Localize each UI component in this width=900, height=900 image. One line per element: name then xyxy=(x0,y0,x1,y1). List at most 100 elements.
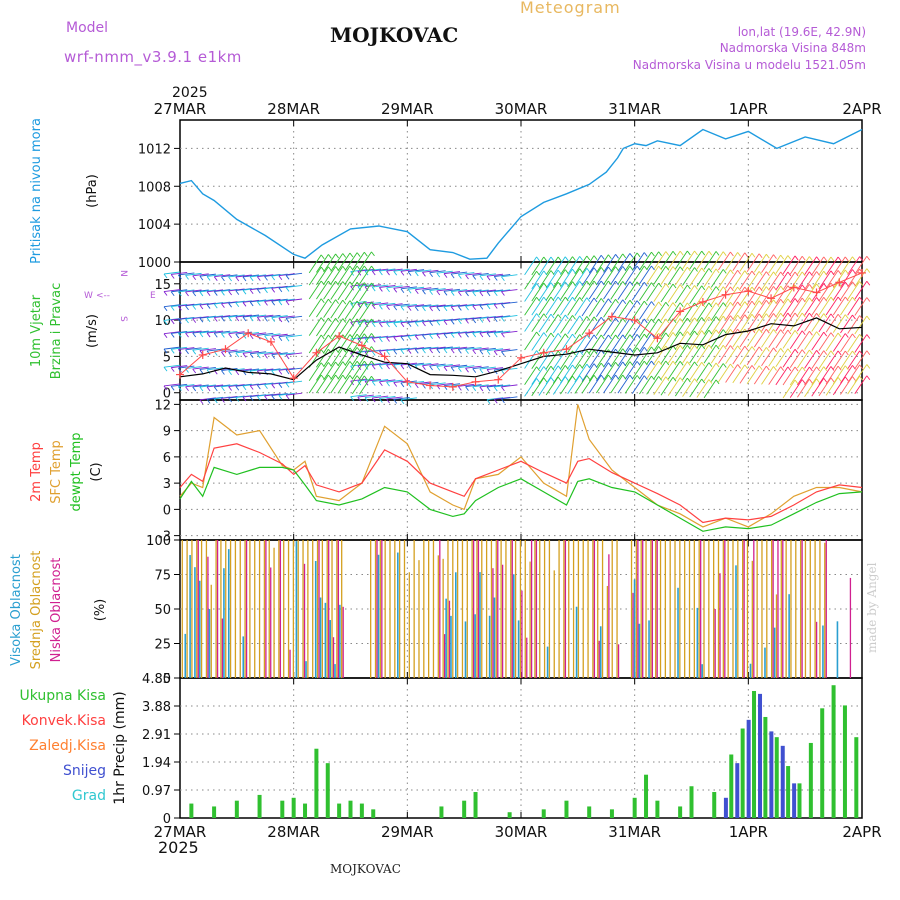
wind-barb-flag xyxy=(801,349,806,354)
wind-barb xyxy=(789,297,803,317)
wind-barb xyxy=(531,256,545,276)
wind-barb xyxy=(285,285,303,288)
wind-barb-flag xyxy=(658,346,662,351)
wind-barb-flag xyxy=(335,348,339,354)
wind-barb-flag xyxy=(658,251,662,257)
wind-barb-flag xyxy=(163,366,168,372)
wind-barb-flag xyxy=(758,286,763,292)
wind-barb xyxy=(603,317,616,337)
wind-barb-flag xyxy=(787,255,792,260)
wind-barb-flag xyxy=(600,362,605,368)
wind-barb xyxy=(228,300,245,304)
wind-barb xyxy=(682,267,695,286)
wind-barb-flag xyxy=(379,305,383,310)
wind-barb xyxy=(228,349,245,353)
wind-barb-flag xyxy=(206,386,211,392)
wind-barb xyxy=(603,280,616,300)
wind-barb xyxy=(192,384,209,388)
wind-barb-flag xyxy=(859,296,864,302)
wind-barb-flag xyxy=(809,312,813,318)
wind-barb-flag xyxy=(501,386,505,392)
wind-barb-flag xyxy=(393,322,398,328)
wind-barb-flag xyxy=(830,366,835,371)
wind-barb xyxy=(696,250,710,270)
wind-barb xyxy=(323,361,336,381)
wind-barb-flag xyxy=(557,376,562,382)
wind-barb-flag xyxy=(407,383,412,388)
wind-barb-flag xyxy=(737,314,741,320)
wind-barb xyxy=(682,317,695,337)
wind-barb-flag xyxy=(371,282,375,288)
wind-barb-flag xyxy=(536,331,540,337)
wind-barb xyxy=(350,336,367,340)
wind-barb xyxy=(696,285,710,305)
wind-barb-flag xyxy=(557,256,562,262)
wind-barb xyxy=(703,316,717,335)
wind-barb-flag xyxy=(758,313,763,319)
wind-barb-flag xyxy=(722,329,727,334)
wind-barb-flag xyxy=(486,304,491,310)
wind-barb xyxy=(560,296,573,316)
wind-barb xyxy=(199,289,216,293)
wind-barb-flag xyxy=(859,350,864,356)
wind-barb xyxy=(710,315,724,335)
wind-barb-flag xyxy=(751,252,756,258)
wind-barb-flag xyxy=(622,299,627,304)
wind-barb-flag xyxy=(400,364,405,370)
wind-barb xyxy=(351,375,365,395)
wind-barb-flag xyxy=(816,378,820,384)
wind-barb-flag xyxy=(363,375,368,381)
wind-barb-flag xyxy=(780,348,785,353)
wind-barb xyxy=(840,350,853,370)
wind-barb-flag xyxy=(242,302,247,307)
wind-barb-flag xyxy=(235,370,240,376)
wind-barb-flag xyxy=(694,344,698,350)
wind-barb-flag xyxy=(349,375,354,380)
wind-barb-flag xyxy=(465,349,469,354)
wind-barb-flag xyxy=(170,367,175,372)
pressure-frame xyxy=(179,119,863,263)
wind-barb-flag xyxy=(579,268,584,273)
wind-barb xyxy=(617,299,631,319)
wind-barb xyxy=(486,330,504,334)
wind-barb-flag xyxy=(320,254,325,260)
wind-barb xyxy=(818,282,832,302)
date-label-bottom: 30MAR xyxy=(495,823,548,841)
wind-barb xyxy=(832,314,846,333)
wind-barb-flag xyxy=(256,353,261,359)
wind-barb xyxy=(710,344,724,364)
total-precip-bar xyxy=(257,794,262,818)
wind-barb xyxy=(538,313,552,333)
wind-barb-flag xyxy=(816,331,820,336)
wind-barb xyxy=(832,296,846,316)
wind-barb xyxy=(739,253,753,272)
wind-barb xyxy=(631,265,645,285)
wind-barb-flag xyxy=(866,297,871,302)
wind-barb xyxy=(710,302,724,321)
wind-barb xyxy=(710,251,724,270)
wind-barb-flag xyxy=(320,317,325,322)
wind-barb xyxy=(386,320,403,324)
wind-barb xyxy=(840,314,853,334)
wind-barb xyxy=(588,267,602,286)
wind-barb-flag xyxy=(600,254,605,260)
wind-barb-flag xyxy=(228,352,232,357)
wind-barb xyxy=(538,350,552,370)
total-precip-bar xyxy=(632,797,637,818)
wind-barb xyxy=(624,375,638,394)
date-label-top: 31MAR xyxy=(608,100,661,118)
wind-barb-flag xyxy=(457,367,462,372)
compass-arrow: <-- xyxy=(96,291,110,301)
wind-barb-flag xyxy=(622,361,627,367)
wind-barb xyxy=(797,284,810,303)
wind-barb-flag xyxy=(672,360,677,366)
wind-barb xyxy=(789,284,803,304)
wind-barb-flag xyxy=(787,298,792,304)
wind-barb-flag xyxy=(852,350,856,356)
wind-barb xyxy=(631,333,645,353)
wind-barb xyxy=(610,334,624,354)
date-label-top: 27MAR xyxy=(154,100,207,118)
clouds-ytick-label: 75 xyxy=(154,569,171,584)
wind-barb-flag xyxy=(636,318,641,324)
wind-barb xyxy=(207,367,224,371)
